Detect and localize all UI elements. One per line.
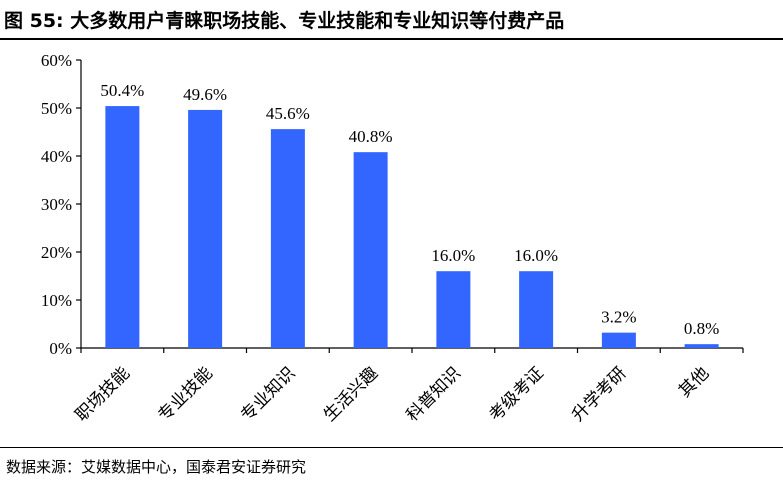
y-tick-label: 40% — [41, 147, 72, 166]
bar — [188, 109, 223, 348]
data-label: 0.8% — [684, 319, 719, 338]
category-label: 专业知识 — [237, 363, 299, 425]
bar — [436, 271, 471, 348]
bar — [601, 332, 636, 348]
category-labels: 职场技能 专业技能 专业知识 生活兴趣 科普知识 考级考证 升学考研 其他 — [72, 363, 713, 425]
data-label: 16.0% — [514, 246, 558, 265]
category-label: 考级考证 — [485, 363, 547, 425]
y-tick-label: 10% — [41, 291, 72, 310]
y-tick-label: 30% — [41, 195, 72, 214]
data-label: 50.4% — [100, 81, 144, 100]
category-label: 生活兴趣 — [320, 363, 382, 425]
source-note: 数据来源：艾媒数据中心，国泰君安证券研究 — [6, 458, 307, 476]
category-label: 专业技能 — [154, 363, 216, 425]
category-label: 升学考研 — [568, 363, 630, 425]
y-tick-label: 0% — [49, 339, 72, 358]
data-label: 16.0% — [431, 246, 475, 265]
category-label: 科普知识 — [403, 363, 465, 425]
bar — [519, 271, 554, 348]
category-label: 其他 — [675, 363, 713, 401]
bar — [270, 129, 305, 348]
title-rule — [0, 38, 783, 40]
bar — [353, 152, 388, 348]
bar — [684, 344, 719, 348]
category-label: 职场技能 — [72, 363, 134, 425]
bar-chart: 0% 10% 20% 30% 40% 50% 60% 50.4% 49.6% 45.6% 40.8… — [41, 51, 744, 426]
data-label: 3.2% — [601, 308, 636, 327]
y-tick-label: 20% — [41, 243, 72, 262]
data-label: 49.6% — [183, 85, 227, 104]
bar — [105, 106, 140, 348]
y-ticks: 0% 10% 20% 30% 40% 50% 60% — [41, 51, 81, 358]
data-labels: 50.4% 49.6% 45.6% 40.8% 16.0% 16.0% 3.2% 0.8% — [100, 81, 719, 338]
source-rule — [0, 447, 783, 448]
data-label: 40.8% — [349, 127, 393, 146]
y-tick-label: 50% — [41, 99, 72, 118]
bars — [105, 106, 719, 348]
axes — [80, 60, 744, 353]
data-label: 45.6% — [266, 104, 310, 123]
y-tick-label: 60% — [41, 51, 72, 70]
chart-title: 图 55: 大多数用户青睐职场技能、专业技能和专业知识等付费产品 — [4, 10, 565, 32]
